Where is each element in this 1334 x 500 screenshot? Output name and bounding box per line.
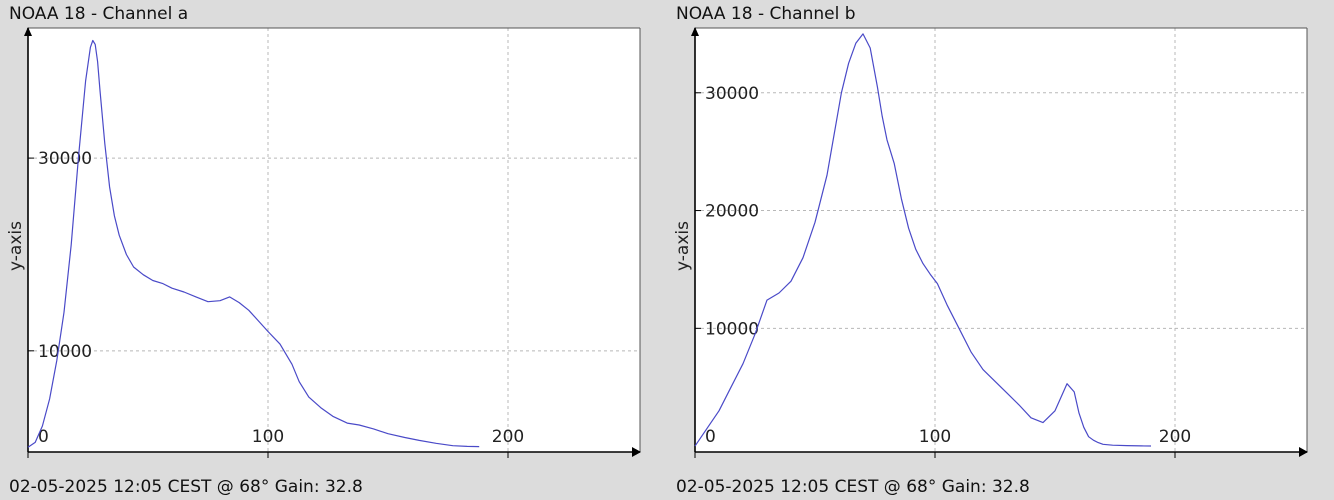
- chart-title: NOAA 18 - Channel b: [676, 4, 856, 24]
- chart-panel-b: NOAA 18 - Channel b 100 200 0 10000 20000 300…: [667, 0, 1334, 500]
- y-axis-arrow: [24, 27, 32, 36]
- plot-area: [695, 28, 1307, 452]
- y-axis-arrow: [691, 27, 699, 36]
- plot-area: [28, 28, 640, 452]
- y-tick-label: 30000: [705, 84, 759, 104]
- x-axis-arrow: [1299, 447, 1308, 457]
- x-tick-label: 100: [919, 427, 951, 447]
- chart-svg: 100 200 0 10000 20000 30000 y-axis: [673, 27, 1308, 458]
- y-tick-label: 30000: [38, 149, 92, 169]
- series-line: [694, 33, 1152, 447]
- y-axis-label: y-axis: [673, 221, 693, 271]
- y-tick-label: 10000: [705, 319, 759, 339]
- x-axis-arrow: [632, 447, 641, 457]
- y-tick-label: 10000: [38, 342, 92, 362]
- y-tick-label: 20000: [705, 202, 759, 222]
- chart-footer: 02-05-2025 12:05 CEST @ 68° Gain: 32.8: [676, 477, 1030, 497]
- chart-panel-a: NOAA 18 - Channel a 100 200 0 10000 30000 y-a…: [6, 4, 641, 497]
- series-line: [27, 39, 480, 448]
- y-axis-label: y-axis: [6, 221, 26, 271]
- y-tick-label: 0: [705, 427, 716, 447]
- chart-svg: 100 200 0 10000 30000 y-axis: [6, 27, 641, 458]
- x-tick-label: 200: [492, 427, 524, 447]
- chart-footer: 02-05-2025 12:05 CEST @ 68° Gain: 32.8: [9, 477, 363, 497]
- y-tick-label: 0: [38, 427, 49, 447]
- x-tick-label: 200: [1159, 427, 1191, 447]
- chart-title: NOAA 18 - Channel a: [9, 4, 189, 24]
- x-tick-label: 100: [252, 427, 284, 447]
